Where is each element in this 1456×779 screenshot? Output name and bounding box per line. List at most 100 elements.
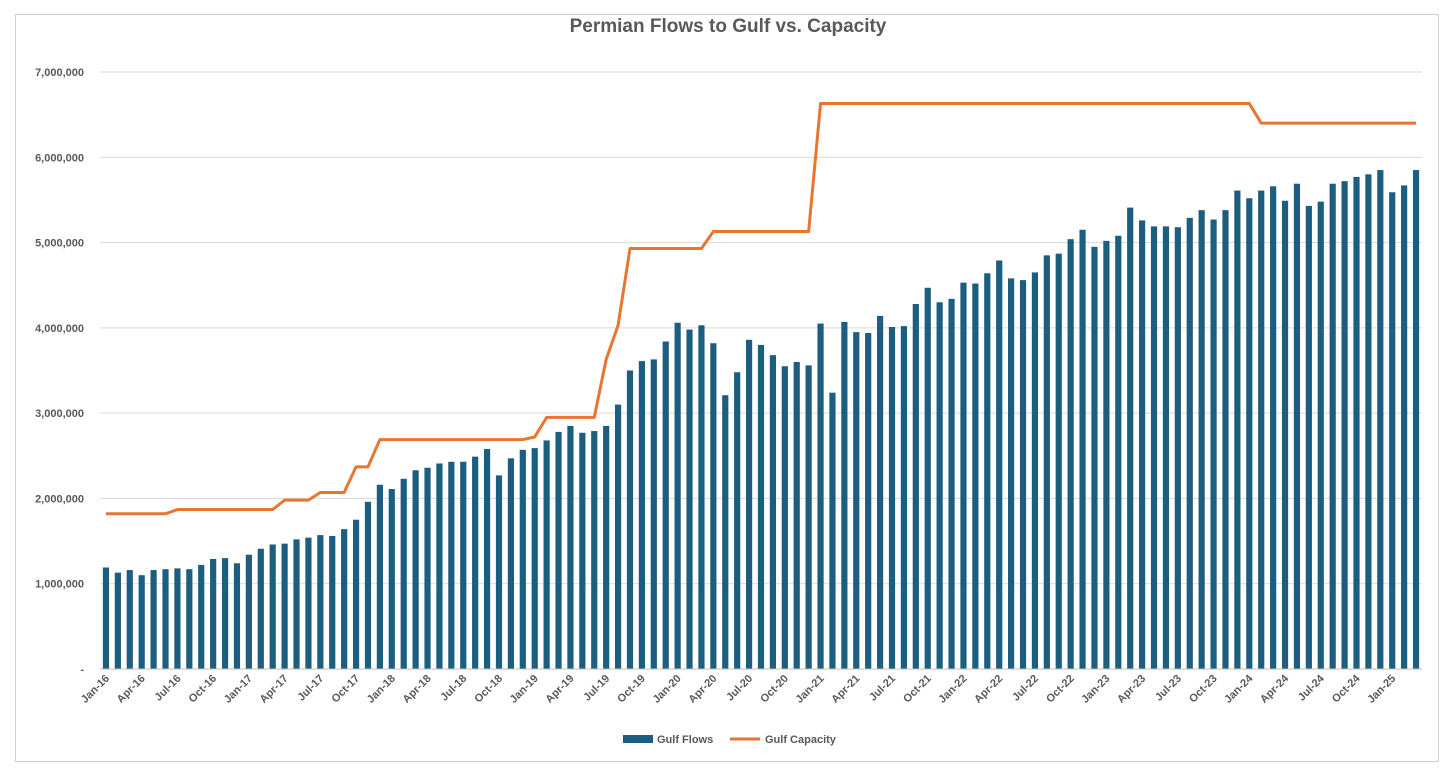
bar-gulf-flows	[591, 431, 598, 669]
bar-gulf-flows	[317, 535, 324, 669]
bar-gulf-flows	[912, 303, 919, 669]
bar-gulf-flows	[1222, 210, 1229, 669]
bar-gulf-flows	[1401, 185, 1408, 669]
bar-gulf-flows	[102, 567, 110, 669]
legend: Gulf Flows Gulf Capacity	[623, 734, 837, 746]
x-tick-label: Oct-16	[187, 673, 220, 706]
bar-gulf-flows	[877, 315, 884, 669]
x-tick-label: Jul-24	[1296, 672, 1328, 704]
bar-gulf-flows	[1365, 174, 1372, 669]
bar-gulf-flows	[1305, 205, 1312, 669]
x-tick-label: Oct-17	[329, 673, 362, 706]
bar-gulf-flows	[555, 431, 562, 669]
bar-gulf-flows	[257, 548, 264, 669]
bar-gulf-flows	[483, 448, 491, 669]
bar-gulf-flows	[138, 575, 145, 669]
bar-gulf-flows	[1412, 170, 1420, 669]
bar-gulf-flows	[734, 372, 741, 669]
bar-gulf-flows	[888, 327, 896, 669]
bar-gulf-flows	[603, 425, 610, 669]
bar-gulf-flows	[412, 470, 419, 669]
bar-gulf-flows	[1246, 198, 1253, 669]
bar-gulf-flows	[1258, 190, 1265, 670]
y-tick-label: 3,000,000	[35, 408, 84, 420]
bar-gulf-flows	[1174, 227, 1181, 669]
bar-gulf-flows	[1127, 207, 1134, 669]
x-tick-label: Jul-16	[153, 673, 184, 704]
bar-gulf-flows	[1162, 226, 1170, 669]
bar-gulf-flows	[936, 302, 943, 669]
y-tick-label: 6,000,000	[35, 152, 84, 164]
x-tick-label: Oct-19	[615, 673, 648, 706]
legend-swatch-gulf-flows	[623, 735, 653, 743]
bar-gulf-flows	[436, 463, 443, 669]
bar-gulf-flows	[162, 569, 169, 669]
bar-gulf-flows	[900, 326, 908, 669]
bar-gulf-flows	[579, 432, 586, 669]
bar-gulf-flows	[388, 489, 395, 669]
bar-gulf-flows	[996, 260, 1003, 669]
chart-title: Permian Flows to Gulf vs. Capacity	[569, 16, 887, 37]
bar-gulf-flows	[781, 366, 788, 669]
bar-gulf-flows	[424, 467, 431, 669]
bar-gulf-flows	[448, 461, 455, 669]
bar-gulf-flows	[186, 569, 193, 669]
x-tick-label: Apr-22	[972, 673, 1005, 706]
bar-gulf-flows	[948, 298, 955, 669]
bar-gulf-flows	[650, 359, 657, 669]
x-tick-label: Oct-23	[1187, 673, 1220, 706]
x-tick-label: Oct-24	[1330, 672, 1363, 705]
x-tick-label: Oct-18	[472, 673, 505, 706]
x-tick-label: Jul-17	[295, 673, 326, 704]
bar-gulf-flows	[1341, 181, 1348, 670]
bar-gulf-flows	[1270, 186, 1277, 669]
bar-gulf-flows	[1115, 235, 1122, 669]
bar-gulf-flows	[1139, 220, 1146, 669]
bar-gulf-flows	[126, 570, 133, 669]
bar-gulf-flows	[221, 558, 229, 669]
bar-gulf-flows	[924, 287, 931, 669]
bar-gulf-flows	[1031, 272, 1039, 669]
bar-gulf-flows	[662, 341, 669, 669]
bar-gulf-flows	[376, 484, 383, 669]
bar-gulf-flows	[1353, 176, 1360, 669]
bar-gulf-flows	[1389, 192, 1396, 669]
bar-gulf-flows	[1210, 219, 1217, 670]
bar-gulf-flows	[745, 339, 753, 669]
bar-gulf-flows	[674, 322, 681, 669]
x-tick-label: Jan-24	[1222, 672, 1256, 706]
legend-label-gulf-flows: Gulf Flows	[657, 734, 713, 746]
line-series-gulf-capacity	[105, 102, 1417, 516]
bar-gulf-flows	[1234, 190, 1241, 670]
bar-gulf-flows	[1103, 240, 1110, 669]
x-tick-label: Jul-19	[581, 673, 612, 704]
y-tick-label: 7,000,000	[35, 67, 84, 79]
x-tick-label: Oct-21	[901, 673, 934, 706]
bar-gulf-flows	[817, 323, 824, 669]
bar-gulf-flows	[1150, 226, 1158, 669]
bar-gulf-flows	[519, 449, 526, 669]
bar-gulf-flows	[793, 361, 800, 669]
x-tick-label: Apr-19	[543, 673, 576, 706]
bar-gulf-flows	[853, 332, 860, 669]
bar-gulf-flows	[567, 425, 574, 669]
bar-gulf-flows	[495, 475, 503, 669]
bar-gulf-flows	[769, 355, 776, 669]
x-tick-label: Jan-23	[1079, 673, 1112, 706]
x-tick-label: Apr-23	[1115, 673, 1148, 706]
x-axis: Jan-16 Apr-16 Jul-16 Oct-16 Jan-17 Apr-17 Jul-…	[79, 672, 1398, 706]
x-tick-label: Apr-18	[401, 673, 434, 706]
bar-gulf-flows	[543, 440, 550, 669]
bar-gulf-flows	[341, 529, 348, 669]
bar-gulf-flows	[1198, 210, 1205, 669]
x-tick-label: Jan-25	[1365, 673, 1398, 706]
x-tick-label: Jan-17	[222, 673, 255, 706]
x-tick-label: Jan-19	[508, 673, 541, 706]
bar-gulf-flows	[972, 283, 979, 669]
bar-gulf-flows	[841, 321, 848, 669]
bar-gulf-flows	[507, 458, 514, 669]
bar-gulf-flows	[1377, 170, 1384, 669]
bar-gulf-flows	[352, 519, 360, 669]
x-tick-label: Oct-20	[758, 673, 791, 706]
bar-gulf-flows	[722, 395, 729, 669]
